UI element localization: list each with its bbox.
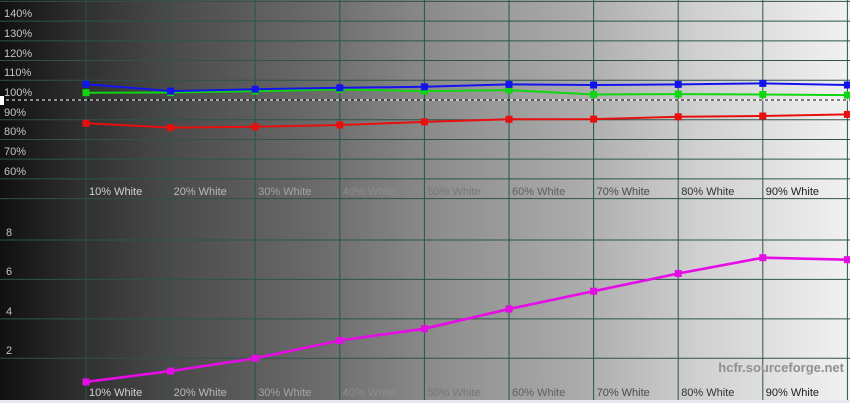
green-level-point <box>674 90 682 98</box>
red-level-point <box>336 121 344 129</box>
blue-level-point <box>420 83 428 91</box>
delta-e-point <box>759 254 767 262</box>
delta-e-point <box>167 367 175 375</box>
bottom-edge-bar <box>0 400 850 403</box>
green-level-point <box>505 86 513 94</box>
delta-e-line <box>85 256 848 384</box>
green-level-point <box>590 91 598 98</box>
red-level-point <box>251 123 259 131</box>
blue-level-point <box>167 87 175 95</box>
delta-e-point <box>420 325 428 333</box>
blue-level-point <box>82 80 90 88</box>
green-level-point <box>759 91 767 98</box>
delta-e-point <box>82 378 90 386</box>
blue-level-point <box>843 81 850 89</box>
blue-level-point <box>759 79 767 87</box>
delta-e-point <box>251 354 259 362</box>
red-level-point <box>590 115 598 123</box>
delta-e-point <box>505 305 513 313</box>
delta-e-point <box>843 256 850 264</box>
blue-level-point <box>674 80 682 88</box>
green-level-point <box>82 89 90 97</box>
reference-line-end-cap <box>0 96 4 105</box>
green-level-point <box>843 91 850 99</box>
red-level-line <box>85 113 848 129</box>
blue-level-point <box>251 85 259 93</box>
delta-e-point <box>336 337 344 344</box>
blue-level-line <box>85 82 848 93</box>
delta-e-point <box>590 287 598 295</box>
green-level-point <box>420 87 428 95</box>
blue-level-point <box>336 84 344 92</box>
delta-e-point <box>674 270 682 277</box>
blue-level-point <box>590 81 598 89</box>
red-level-point <box>420 118 428 126</box>
red-level-point <box>167 124 175 132</box>
red-level-point <box>759 112 767 120</box>
red-level-point <box>505 115 513 123</box>
blue-level-point <box>505 80 513 88</box>
green-level-line <box>85 88 848 97</box>
red-level-point <box>674 113 682 121</box>
red-level-point <box>843 110 850 118</box>
red-level-point <box>82 119 90 127</box>
